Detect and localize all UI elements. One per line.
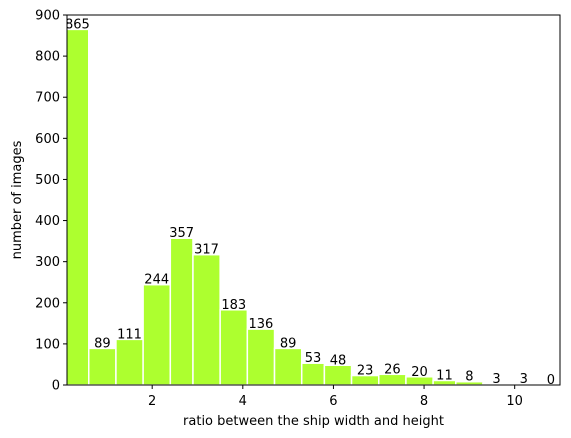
bar-value-label: 53 [305,351,322,366]
histogram-bar [88,347,117,385]
histogram-bar [192,253,221,385]
bar-value-label: 136 [249,317,274,332]
plot-frame [66,14,561,386]
histogram-bar [219,309,249,385]
histogram-bar [300,362,326,385]
y-tick-label: 0 [52,379,60,394]
y-tick-label: 500 [35,173,60,188]
histogram-bar [115,338,144,385]
bar-value-label: 8 [465,370,473,385]
y-axis-label: number of images [10,140,25,259]
y-tick-label: 200 [35,296,60,311]
bar-value-label: 244 [144,273,169,288]
y-tick-label: 400 [35,214,60,229]
bar-value-label: 865 [65,17,90,32]
bar-value-label: 111 [117,327,142,342]
histogram-bar [273,347,303,385]
histogram-bar [246,328,276,385]
x-tick-label: 2 [148,394,156,409]
bar-value-label: 3 [492,372,500,387]
bar-value-label: 317 [194,243,219,258]
x-tick-label: 6 [329,394,337,409]
bar-value-label: 89 [280,336,297,351]
x-tick-label: 10 [506,394,523,409]
bars-group [67,28,539,385]
histogram-bar [169,237,194,385]
x-tick-label: 4 [239,394,247,409]
y-tick-label: 300 [35,255,60,270]
bar-value-label: 3 [520,372,528,387]
bar-value-label: 26 [384,362,401,377]
bar-value-label: 0 [547,373,555,388]
x-tick-label: 8 [420,394,428,409]
bar-value-label: 183 [221,298,246,313]
y-tick-label: 900 [35,9,60,24]
y-tick-label: 100 [35,337,60,352]
y-tick-label: 800 [35,50,60,65]
bar-value-label: 20 [411,365,428,380]
y-tick-label: 700 [35,91,60,106]
histogram-bar [67,28,90,385]
bar-value-label: 89 [94,336,111,351]
y-tick-label: 600 [35,132,60,147]
bar-value-label: 48 [330,353,347,368]
bar-value-label: 11 [436,368,453,383]
x-axis-label: ratio between the ship width and height [183,414,444,429]
histogram-bar [142,283,172,385]
bar-value-label: 357 [169,226,194,241]
bar-value-label: 23 [357,364,374,379]
